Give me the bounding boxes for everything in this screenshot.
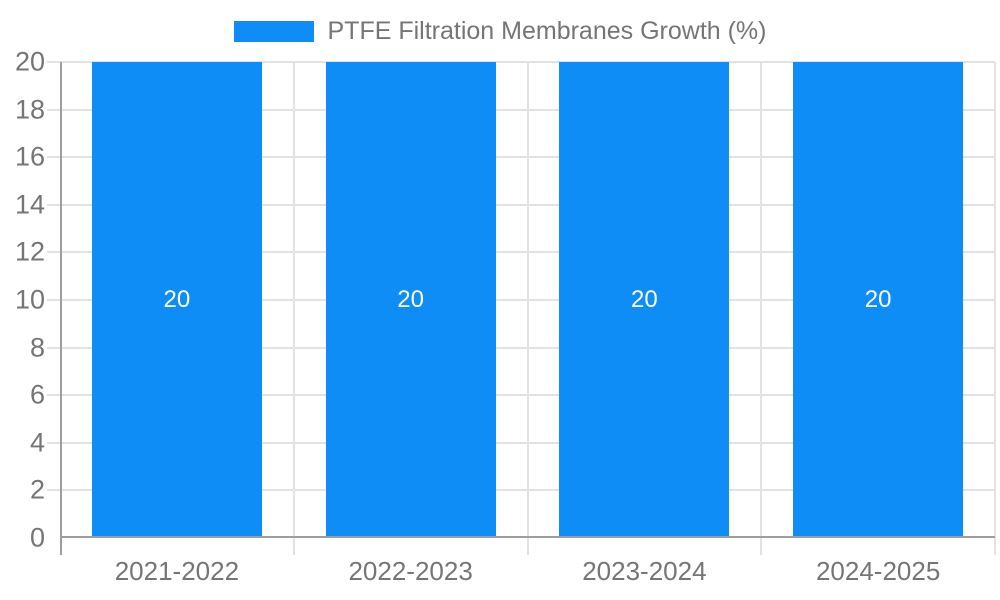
x-tick-label: 2022-2023 bbox=[348, 556, 473, 586]
plot-area: 20 20 20 20 bbox=[47, 61, 996, 555]
bar-2023-2024: 20 bbox=[559, 62, 730, 538]
gridline-horizontal bbox=[47, 299, 995, 301]
bar-value-label: 20 bbox=[864, 286, 892, 313]
gridline-horizontal bbox=[47, 489, 995, 492]
y-tick-label: 4 bbox=[29, 427, 45, 458]
gridline-horizontal bbox=[47, 108, 995, 111]
y-tick-label: 6 bbox=[29, 379, 45, 410]
gridline-horizontal bbox=[47, 61, 995, 63]
gridline-horizontal bbox=[47, 203, 995, 206]
gridline-vertical bbox=[760, 62, 763, 555]
x-tick-label: 2021-2022 bbox=[114, 556, 240, 586]
bar-2021-2022: 20 bbox=[91, 62, 262, 538]
y-tick-label: 14 bbox=[14, 189, 45, 220]
y-tick-label: 18 bbox=[14, 94, 45, 125]
gridline-horizontal bbox=[47, 251, 995, 254]
bar-value-label: 20 bbox=[397, 286, 424, 313]
x-axis-line bbox=[60, 536, 995, 538]
x-tick-label: 2024-2025 bbox=[815, 556, 941, 586]
y-tick-label: 20 bbox=[14, 46, 45, 77]
legend-swatch bbox=[233, 21, 314, 42]
bar-2024-2025: 20 bbox=[793, 62, 964, 538]
y-tick-label: 10 bbox=[14, 284, 45, 315]
legend-label: PTFE Filtration Membranes Growth (%) bbox=[327, 17, 767, 45]
bar-value-label: 20 bbox=[631, 286, 658, 313]
bar-2022-2023: 20 bbox=[325, 62, 496, 538]
y-axis-line bbox=[60, 62, 62, 555]
gridline-horizontal bbox=[47, 394, 995, 397]
bar-value-label: 20 bbox=[163, 286, 191, 313]
y-tick-label: 16 bbox=[14, 141, 45, 172]
gridline-horizontal bbox=[47, 346, 995, 349]
gridline-horizontal bbox=[47, 156, 995, 159]
gridline-vertical bbox=[526, 62, 529, 555]
chart-legend[interactable]: PTFE Filtration Membranes Growth (%) bbox=[0, 17, 1000, 46]
y-tick-label: 0 bbox=[29, 522, 45, 553]
x-tick-label: 2023-2024 bbox=[582, 556, 707, 586]
gridline-vertical bbox=[994, 62, 996, 555]
y-tick-label: 12 bbox=[14, 236, 45, 267]
y-tick-label: 2 bbox=[29, 474, 45, 505]
y-tick-label: 8 bbox=[29, 332, 45, 363]
gridline-horizontal bbox=[47, 441, 995, 444]
gridline-vertical bbox=[292, 62, 295, 555]
